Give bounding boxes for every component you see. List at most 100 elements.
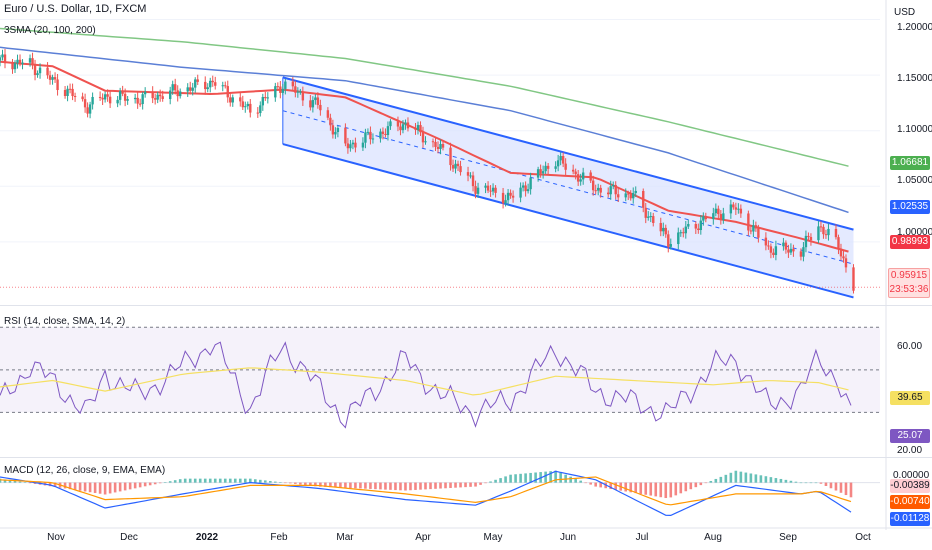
macd-histogram-bar (354, 482, 357, 489)
candle-body (399, 126, 402, 131)
macd-histogram-bar (674, 482, 678, 496)
macd-histogram-bar (449, 482, 452, 488)
macd-histogram-bar (133, 482, 137, 489)
macd-histogram-bar (749, 473, 753, 483)
rsi-line (0, 341, 852, 429)
candle-body (229, 97, 232, 103)
candle-body (121, 91, 124, 94)
macd-histogram-bar (18, 481, 22, 483)
macd-histogram-bar (834, 482, 838, 491)
candle-body (589, 172, 592, 181)
candle-body (454, 163, 457, 169)
macd-histogram-bar (424, 482, 427, 490)
candle-body (627, 193, 630, 195)
candle-body (576, 174, 580, 182)
candle-body (116, 99, 119, 104)
candle-body (326, 110, 330, 118)
macd-histogram-bar (108, 482, 112, 494)
candle-body (822, 226, 825, 235)
candle-body (174, 84, 177, 91)
candle-body (349, 144, 352, 149)
candle-body (274, 86, 277, 98)
candle-body (73, 96, 77, 98)
macd-histogram-bar (684, 482, 688, 492)
macd-histogram-bar (113, 482, 117, 493)
macd-histogram-bar (259, 479, 262, 483)
macd-histogram-bar (474, 482, 477, 487)
candle-body (103, 94, 107, 100)
sma20-badge: 0.98993 (890, 235, 930, 249)
macd-label[interactable]: MACD (12, 26, close, 9, EMA, EMA) (4, 465, 166, 476)
candle-body (33, 64, 37, 76)
macd-histogram-bar (764, 476, 768, 483)
candle-body (299, 91, 302, 93)
candle-body (31, 58, 34, 65)
candle-body (311, 100, 315, 108)
macd-histogram-bar (624, 482, 628, 492)
macd-histogram-bar (148, 482, 152, 486)
candle-body (697, 228, 700, 231)
macd-histogram-bar (314, 482, 317, 487)
macd-histogram-bar (78, 482, 82, 491)
macd-hist-badge: -0.00389 (890, 479, 930, 493)
candle-body (717, 208, 720, 215)
macd-histogram-bar (198, 478, 202, 483)
macd-histogram-bar (819, 482, 823, 484)
macd-histogram-bar (814, 482, 818, 484)
macd-histogram-bar (559, 472, 562, 483)
symbol-title: Euro / U.S. Dollar, 1D, FXCM (4, 3, 147, 15)
candle-body (612, 184, 615, 187)
candle-body (682, 232, 685, 234)
candle-body (539, 169, 542, 174)
macd-histogram-bar (0, 478, 2, 483)
macd-histogram-bar (248, 478, 252, 483)
macd-histogram-bar (634, 482, 638, 494)
macd-histogram-bar (279, 482, 282, 483)
candle-body (749, 230, 753, 232)
candle-body (179, 91, 182, 97)
macd-histogram-bar (589, 482, 592, 485)
indicator-label[interactable]: 3SMA (20, 100, 200) (4, 25, 96, 36)
candle-body (476, 187, 480, 194)
candle-body (504, 200, 507, 204)
macd-histogram-bar (574, 478, 577, 483)
candle-body (521, 185, 525, 188)
macd-histogram-bar (304, 482, 307, 486)
candle-body (839, 248, 843, 257)
candle-body (772, 252, 775, 256)
candle-body (301, 91, 305, 101)
candle-body (176, 90, 179, 97)
candle-body (404, 122, 407, 125)
macd-histogram-bar (454, 482, 457, 488)
macd-histogram-bar (344, 482, 347, 488)
candle-body (642, 190, 645, 208)
candle-body (136, 97, 139, 104)
macd-histogram-bar (319, 482, 322, 487)
macd-histogram-bar (724, 474, 728, 483)
macd-histogram-bar (103, 482, 107, 495)
candle-body (617, 194, 620, 198)
candle-body (799, 251, 803, 257)
candle-body (712, 213, 715, 220)
macd-histogram-bar (193, 478, 197, 483)
x-tick-label: Feb (270, 532, 288, 543)
macd-histogram-bar (264, 480, 267, 483)
candle-body (506, 192, 510, 201)
x-tick-label: Mar (336, 532, 354, 543)
candle-body (669, 244, 672, 247)
macd-histogram-bar (8, 480, 12, 483)
candle-body (161, 96, 164, 100)
macd-histogram-bar (334, 482, 337, 488)
macd-histogram-bar (228, 478, 232, 483)
macd-histogram-bar (734, 470, 738, 483)
candle-body (48, 75, 52, 80)
candle-body (536, 169, 540, 178)
sma20-line (0, 60, 849, 253)
candle-body (449, 147, 452, 166)
rsi-label[interactable]: RSI (14, close, SMA, 14, 2) (4, 316, 126, 327)
macd-histogram-bar (83, 482, 87, 492)
macd-histogram-bar (434, 482, 437, 489)
macd-histogram-bar (699, 482, 703, 486)
